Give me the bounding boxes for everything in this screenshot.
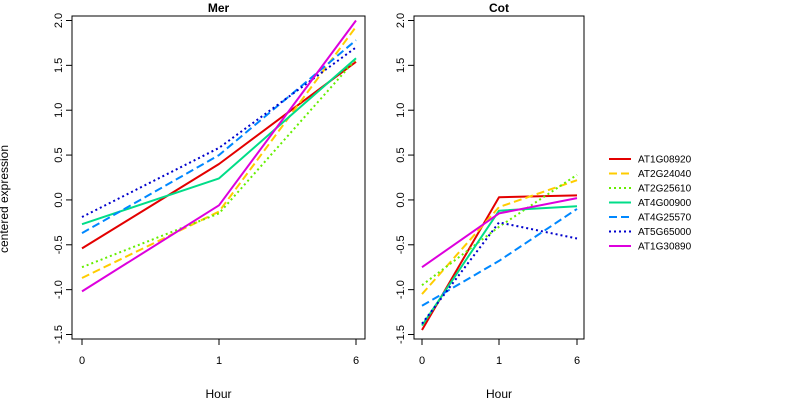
- y-tick-label: 2.0: [53, 13, 65, 28]
- y-tick-label: 1.5: [395, 58, 407, 73]
- legend-label: AT5G65000: [638, 227, 692, 238]
- y-tick-label: -1.5: [395, 325, 407, 344]
- series-line-AT2G24040: [421, 179, 578, 295]
- y-tick-label: 1.0: [395, 103, 407, 118]
- x-tick-label: 6: [353, 355, 359, 367]
- chart-panel-1: Cot -1.5 -1.0 -0.5 0.0 0.5 1.0 1.5 2.0 0 1 6 Hour: [395, 1, 585, 400]
- y-tick-label: -1.0: [53, 280, 65, 299]
- y-tick-label: 1.0: [53, 103, 65, 118]
- legend-label: AT4G00900: [638, 198, 692, 209]
- legend-label: AT1G08920: [638, 155, 692, 166]
- chart-title: Cot: [489, 1, 509, 15]
- y-tick-label: -0.5: [395, 235, 407, 254]
- legend-label: AT1G30890: [638, 242, 692, 253]
- x-axis-label: Hour: [205, 387, 231, 400]
- x-tick-label: 0: [79, 355, 85, 367]
- y-tick-label: -0.5: [53, 235, 65, 254]
- series-line-AT5G65000: [81, 46, 357, 218]
- series-line-AT1G08920: [81, 60, 357, 250]
- y-tick-label: 0.5: [395, 147, 407, 162]
- legend-label: AT2G25610: [638, 184, 692, 195]
- x-tick-label: 0: [419, 355, 425, 367]
- y-tick-label: 0.0: [395, 192, 407, 207]
- y-tick-label: 2.0: [395, 13, 407, 28]
- chart-title: Mer: [208, 1, 230, 15]
- chart-legend: AT1G08920 AT2G24040 AT2G25610 AT4G00900 AT4G…: [609, 155, 692, 253]
- x-tick-label: 1: [216, 355, 222, 367]
- y-axis-label: centered expression: [0, 145, 11, 253]
- series-line-AT4G00900: [81, 57, 357, 226]
- legend-label: AT4G25570: [638, 213, 692, 224]
- y-tick-label: 0.0: [53, 192, 65, 207]
- y-tick-label: 1.5: [53, 58, 65, 73]
- legend-label: AT2G24040: [638, 169, 692, 180]
- series-line-AT1G08920: [421, 194, 578, 331]
- series-line-AT2G25610: [421, 173, 578, 286]
- series-line-AT1G30890: [81, 19, 357, 293]
- series-line-AT2G24040: [81, 26, 357, 279]
- y-tick-label: -1.5: [53, 325, 65, 344]
- x-axis-label: Hour: [486, 387, 512, 400]
- x-tick-label: 6: [574, 355, 580, 367]
- y-tick-label: 0.5: [53, 147, 65, 162]
- chart-panels: Mer -1.5 -1.0 -0.5 0.0 0.5 1.0 1.5 2.0 0 1 6 Hour cen…: [0, 1, 585, 400]
- series-line-AT5G65000: [421, 221, 578, 325]
- series-line-AT1G30890: [421, 197, 578, 269]
- chart-panel-0: Mer -1.5 -1.0 -0.5 0.0 0.5 1.0 1.5 2.0 0 1 6 Hour cen…: [0, 1, 366, 400]
- series-line-AT4G25570: [421, 208, 578, 307]
- x-tick-label: 1: [496, 355, 502, 367]
- series-line-AT4G00900: [421, 205, 578, 327]
- plot-frame: [413, 15, 585, 340]
- y-tick-label: -1.0: [395, 280, 407, 299]
- series-line-AT4G25570: [81, 39, 357, 234]
- plot-frame: [71, 15, 366, 340]
